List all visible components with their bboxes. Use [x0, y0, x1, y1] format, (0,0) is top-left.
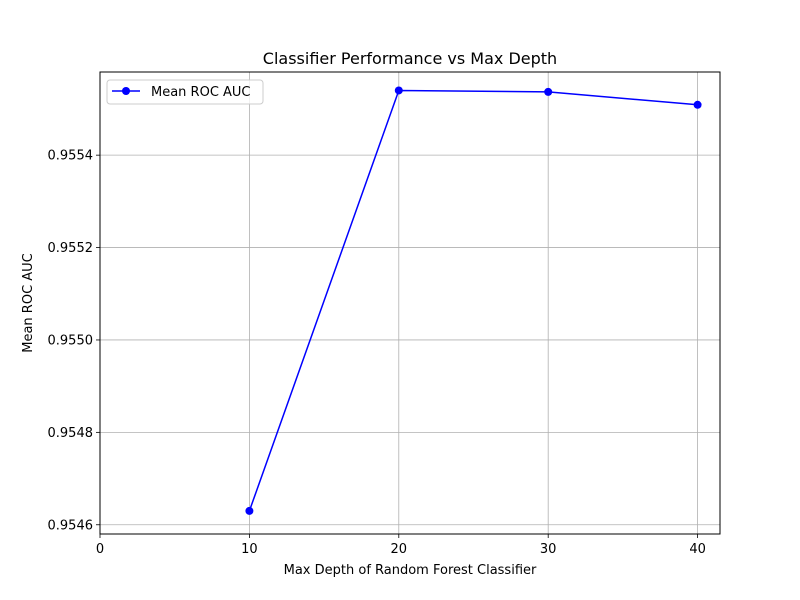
x-tick-label: 0 — [96, 542, 104, 557]
x-axis-title: Max Depth of Random Forest Classifier — [284, 563, 537, 578]
plot-area — [99, 71, 721, 535]
x-tick-label: 40 — [689, 542, 706, 557]
x-tick-label: 30 — [540, 542, 557, 557]
data-point — [245, 506, 254, 515]
y-tick-label: 0.9554 — [48, 149, 94, 164]
y-tick-label: 0.9546 — [48, 518, 94, 533]
y-axis-title: Mean ROC AUC — [21, 253, 36, 353]
legend-marker — [122, 87, 130, 95]
data-point — [693, 100, 702, 109]
y-tick-label: 0.9548 — [48, 426, 94, 441]
y-tick-label: 0.9550 — [48, 333, 94, 348]
axis-ticks: 0 10 20 30 40 0.9546 0.9548 0.9550 0.9552 0.9554 — [48, 149, 706, 557]
x-tick-label: 20 — [391, 542, 408, 557]
legend-label: Mean ROC AUC — [151, 85, 251, 100]
chart-title: Classifier Performance vs Max Depth — [263, 49, 557, 68]
series-layer — [245, 86, 702, 515]
data-point — [394, 86, 403, 95]
grid-lines — [100, 72, 720, 534]
series-line — [248, 89, 698, 512]
y-tick-label: 0.9552 — [48, 241, 94, 256]
x-tick-label: 10 — [241, 542, 258, 557]
legend-box — [106, 79, 264, 105]
data-point — [544, 87, 553, 96]
legend: Mean ROC AUC — [106, 79, 264, 105]
